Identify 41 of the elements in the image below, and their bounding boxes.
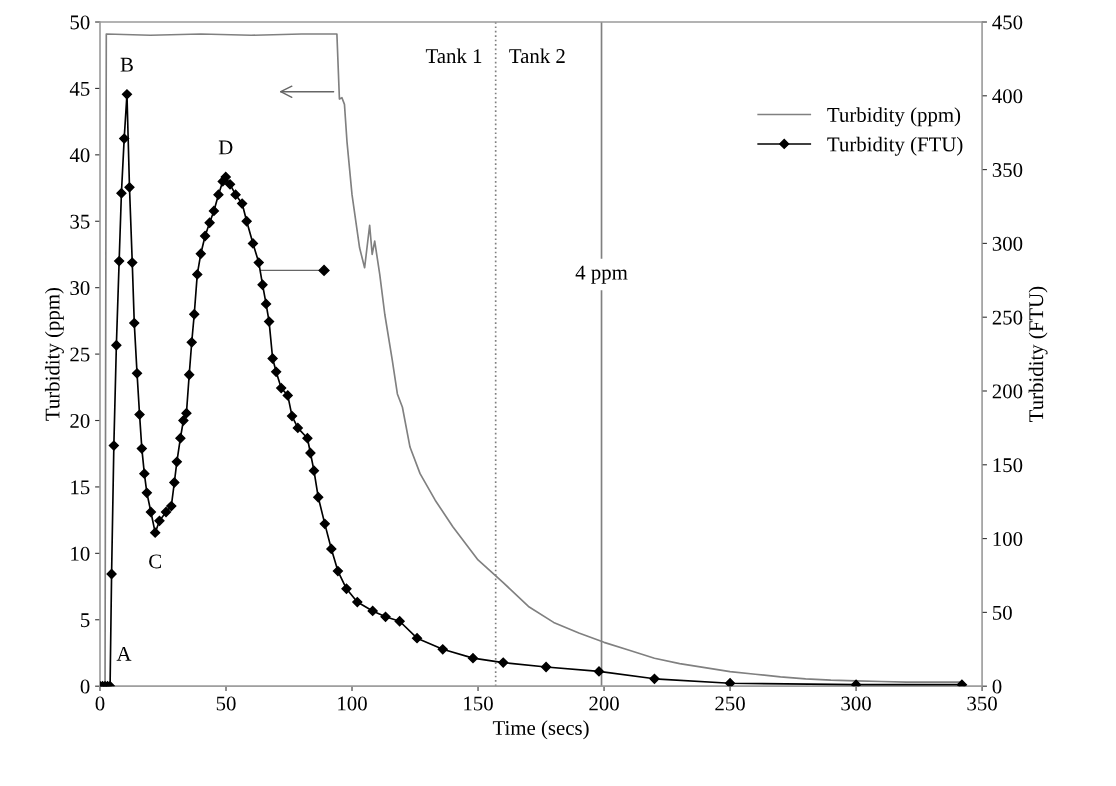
y-tick-label: 20 xyxy=(70,413,90,428)
y2-tick-label: 0 xyxy=(992,679,1002,694)
x-tick-label: 250 xyxy=(715,696,745,711)
y-tick-label: 35 xyxy=(70,214,90,229)
annotation: C xyxy=(149,554,161,569)
y2-tick-label: 50 xyxy=(993,605,1012,620)
y-tick-label: 0 xyxy=(80,679,90,694)
legend-label: Turbidity (ppm) xyxy=(827,107,961,127)
y-tick-label: 40 xyxy=(69,148,90,163)
y2-tick-label: 250 xyxy=(992,310,1023,325)
y-tick-label: 45 xyxy=(69,81,90,96)
annotation: Tank 1 xyxy=(425,48,482,64)
y2-tick-label: 350 xyxy=(992,162,1023,178)
y2-tick-label: 200 xyxy=(992,384,1023,399)
y-tick-label: 10 xyxy=(71,546,90,561)
x-tick-label: 300 xyxy=(841,696,871,711)
y2-tick-label: 100 xyxy=(993,531,1023,547)
y-tick-label: 15 xyxy=(71,480,90,495)
y2-tick-label: 400 xyxy=(992,89,1023,104)
y2-tick-label: 450 xyxy=(992,15,1023,30)
x-tick-label: 50 xyxy=(216,696,236,711)
annotation: A xyxy=(116,646,132,661)
annotation: Tank 2 xyxy=(509,48,565,64)
y2-tick-label: 150 xyxy=(993,458,1023,473)
x-tick-label: 150 xyxy=(464,696,493,711)
ref-line-label: 4 ppm xyxy=(575,265,628,284)
annotation: D xyxy=(218,140,233,155)
x-tick-label: 100 xyxy=(338,696,367,711)
y-tick-label: 30 xyxy=(70,281,90,296)
y2-axis-title: Turbidity (FTU) xyxy=(1028,286,1048,422)
y-tick-label: 50 xyxy=(70,15,90,30)
y-tick-label: 25 xyxy=(70,347,90,362)
legend-label: Turbidity (FTU) xyxy=(827,136,963,156)
y-tick-label: 5 xyxy=(81,613,90,628)
y-axis-title: Turbidity (ppm) xyxy=(44,287,64,421)
x-tick-label: 0 xyxy=(95,696,105,711)
annotation: B xyxy=(120,57,133,72)
x-tick-label: 350 xyxy=(967,696,997,711)
x-tick-label: 200 xyxy=(589,696,619,711)
x-axis-title: Time (secs) xyxy=(492,720,589,740)
y2-tick-label: 300 xyxy=(992,236,1023,251)
